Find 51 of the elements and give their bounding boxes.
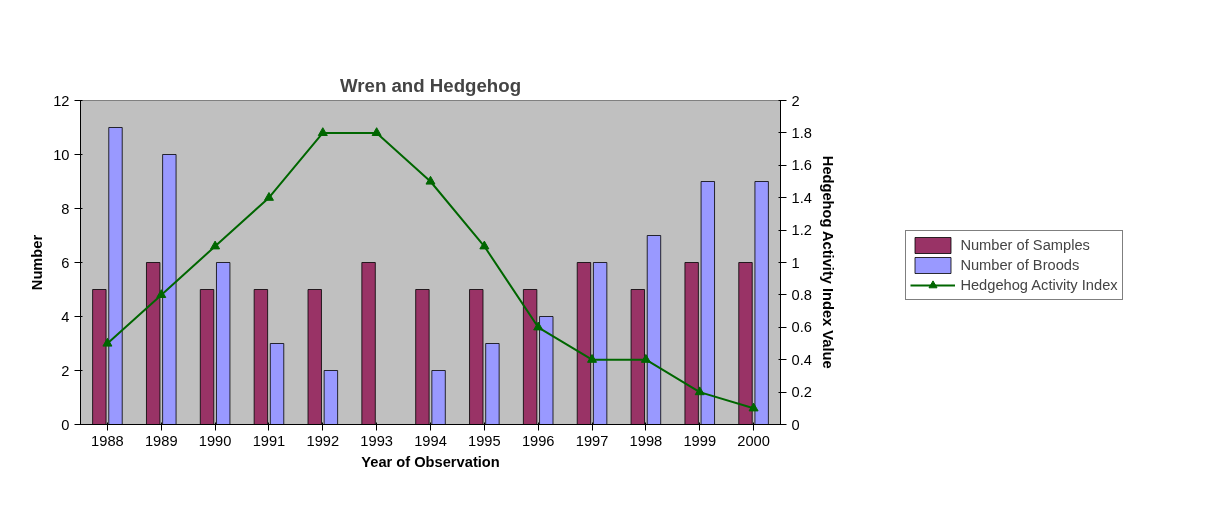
x-tick-label: 1994: [414, 432, 447, 449]
point: [371, 127, 382, 136]
point: [587, 354, 598, 363]
x-tick-label: 1991: [252, 432, 286, 449]
x-tick-label: 1989: [144, 432, 178, 449]
y2-tick-label: 1.6: [791, 157, 812, 174]
y2-tick-label: 0.4: [791, 351, 812, 368]
x-tick-label: 1996: [521, 432, 555, 449]
y-tick-label: 2: [61, 362, 70, 379]
point: [210, 240, 221, 250]
point: [317, 127, 328, 136]
x-tick-label: 1990: [198, 432, 232, 449]
y-tick-label: 6: [61, 254, 70, 271]
legend-label: Hedgehog Activity Index: [960, 277, 1118, 293]
legend-label: Number of Samples: [960, 237, 1090, 253]
point: [533, 321, 544, 331]
y2-tick-label: 0.6: [791, 319, 812, 336]
point: [156, 289, 167, 298]
y2-tick-label: 1.2: [791, 222, 812, 239]
chart-title: Wren and Hedgehog: [339, 74, 522, 96]
y-tick-label: 8: [61, 200, 70, 217]
x-tick-label: 1993: [360, 432, 393, 449]
x-tick-label: 1988: [91, 432, 124, 449]
x-tick-label: 1995: [468, 432, 501, 449]
x-tick-label: 1998: [629, 432, 663, 449]
point: [102, 337, 113, 347]
x-tick-label: 1997: [575, 432, 609, 449]
point: [479, 240, 490, 250]
y2-tick-label: 0.8: [791, 286, 812, 303]
y-tick-label: 4: [61, 308, 70, 325]
y2-axis-title: Hedgehog Activity Index Value: [819, 155, 836, 369]
y2-tick-label: 0.2: [791, 384, 812, 401]
y-tick-label: 10: [53, 146, 70, 163]
y2-tick-label: 0: [791, 416, 800, 433]
point: [425, 175, 436, 185]
x-tick-label: 1999: [683, 432, 717, 449]
y-tick-label: 0: [61, 416, 70, 433]
y2-tick-label: 1.4: [791, 189, 812, 206]
y-tick-label: 12: [53, 92, 70, 109]
point: [640, 354, 651, 363]
point: [694, 386, 705, 396]
y2-tick-label: 2: [791, 92, 800, 109]
y2-tick-label: 1: [791, 254, 800, 271]
y-axis-title: Number: [29, 234, 46, 291]
legend-label: Number of Broods: [960, 257, 1080, 273]
x-tick-label: 2000: [737, 432, 770, 449]
y2-tick-label: 1.8: [791, 124, 812, 141]
x-tick-label: 1992: [306, 432, 340, 449]
x-axis-title: Year of Observation: [361, 453, 500, 470]
point: [748, 402, 759, 412]
point: [263, 192, 274, 201]
